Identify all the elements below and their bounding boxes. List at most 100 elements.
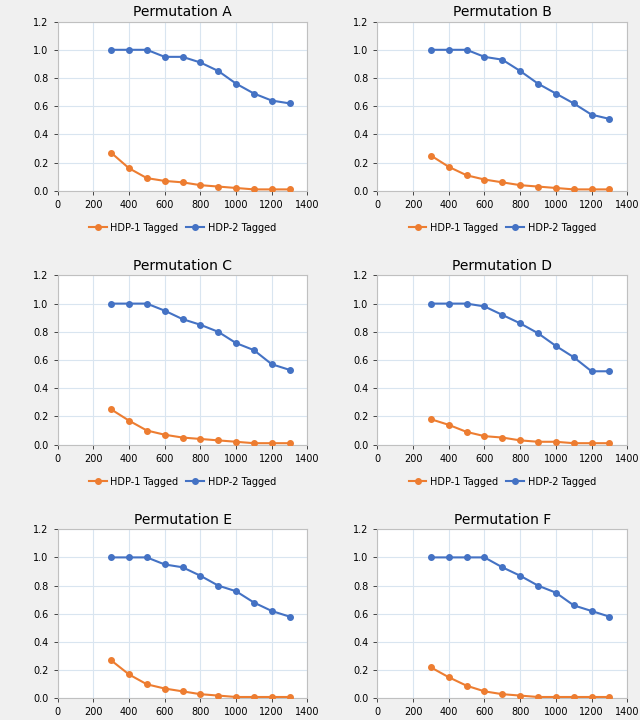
HDP-1 Tagged <box>285 693 293 701</box>
HDP-2 Tagged <box>108 553 115 562</box>
Title: Permutation C: Permutation C <box>133 259 232 273</box>
HDP-1 Tagged <box>552 438 559 446</box>
HDP-1 Tagged <box>143 426 150 435</box>
HDP-1 Tagged <box>214 691 222 700</box>
HDP-1 Tagged <box>534 182 542 191</box>
HDP-1 Tagged <box>516 691 524 700</box>
HDP-2 Tagged <box>588 367 595 376</box>
HDP-1 Tagged <box>481 175 488 184</box>
HDP-1 Tagged <box>285 439 293 448</box>
HDP-2 Tagged <box>161 53 168 61</box>
HDP-2 Tagged <box>445 45 452 54</box>
HDP-1 Tagged <box>427 415 435 423</box>
HDP-1 Tagged <box>463 428 470 436</box>
HDP-2 Tagged <box>232 79 240 88</box>
HDP-2 Tagged <box>516 67 524 76</box>
HDP-1 Tagged <box>214 436 222 445</box>
Line: HDP-1 Tagged: HDP-1 Tagged <box>108 150 292 192</box>
HDP-1 Tagged <box>534 693 542 701</box>
Legend: HDP-1 Tagged, HDP-2 Tagged: HDP-1 Tagged, HDP-2 Tagged <box>85 219 280 237</box>
HDP-2 Tagged <box>250 89 258 98</box>
HDP-1 Tagged <box>125 670 133 679</box>
Line: HDP-2 Tagged: HDP-2 Tagged <box>108 301 292 373</box>
HDP-1 Tagged <box>552 693 559 701</box>
HDP-1 Tagged <box>268 439 276 448</box>
HDP-2 Tagged <box>588 110 595 119</box>
HDP-2 Tagged <box>570 353 577 361</box>
HDP-2 Tagged <box>463 45 470 54</box>
HDP-2 Tagged <box>534 329 542 338</box>
HDP-1 Tagged <box>445 163 452 171</box>
HDP-1 Tagged <box>445 673 452 682</box>
HDP-2 Tagged <box>534 79 542 88</box>
HDP-1 Tagged <box>179 178 186 186</box>
HDP-1 Tagged <box>196 690 204 698</box>
Line: HDP-2 Tagged: HDP-2 Tagged <box>108 47 292 106</box>
HDP-1 Tagged <box>232 184 240 192</box>
HDP-1 Tagged <box>481 432 488 441</box>
HDP-2 Tagged <box>179 563 186 572</box>
HDP-2 Tagged <box>516 572 524 580</box>
HDP-1 Tagged <box>605 185 613 194</box>
HDP-2 Tagged <box>196 320 204 329</box>
HDP-1 Tagged <box>463 171 470 179</box>
HDP-1 Tagged <box>268 693 276 701</box>
HDP-1 Tagged <box>570 439 577 448</box>
Legend: HDP-1 Tagged, HDP-2 Tagged: HDP-1 Tagged, HDP-2 Tagged <box>85 473 280 490</box>
HDP-1 Tagged <box>125 416 133 425</box>
HDP-1 Tagged <box>605 693 613 701</box>
HDP-2 Tagged <box>481 302 488 311</box>
Line: HDP-1 Tagged: HDP-1 Tagged <box>108 407 292 446</box>
HDP-1 Tagged <box>250 693 258 701</box>
Title: Permutation A: Permutation A <box>133 5 232 19</box>
HDP-2 Tagged <box>570 99 577 108</box>
HDP-2 Tagged <box>481 53 488 61</box>
HDP-1 Tagged <box>499 178 506 186</box>
Title: Permutation F: Permutation F <box>454 513 551 526</box>
HDP-2 Tagged <box>179 315 186 323</box>
HDP-2 Tagged <box>161 560 168 569</box>
HDP-1 Tagged <box>588 693 595 701</box>
HDP-1 Tagged <box>250 185 258 194</box>
HDP-1 Tagged <box>285 185 293 194</box>
HDP-1 Tagged <box>268 185 276 194</box>
HDP-1 Tagged <box>588 439 595 448</box>
HDP-2 Tagged <box>552 588 559 597</box>
HDP-1 Tagged <box>427 663 435 672</box>
HDP-1 Tagged <box>570 693 577 701</box>
HDP-1 Tagged <box>588 185 595 194</box>
HDP-2 Tagged <box>143 300 150 308</box>
HDP-1 Tagged <box>161 431 168 439</box>
Line: HDP-1 Tagged: HDP-1 Tagged <box>428 153 612 192</box>
HDP-2 Tagged <box>427 553 435 562</box>
HDP-1 Tagged <box>499 433 506 442</box>
HDP-2 Tagged <box>588 607 595 616</box>
HDP-1 Tagged <box>196 435 204 444</box>
HDP-2 Tagged <box>534 581 542 590</box>
HDP-1 Tagged <box>108 405 115 414</box>
HDP-1 Tagged <box>108 656 115 665</box>
HDP-2 Tagged <box>125 45 133 54</box>
HDP-1 Tagged <box>445 420 452 429</box>
HDP-2 Tagged <box>445 553 452 562</box>
HDP-1 Tagged <box>125 164 133 173</box>
HDP-1 Tagged <box>161 684 168 693</box>
HDP-2 Tagged <box>108 300 115 308</box>
HDP-2 Tagged <box>214 67 222 76</box>
HDP-1 Tagged <box>463 681 470 690</box>
HDP-1 Tagged <box>570 185 577 194</box>
Title: Permutation B: Permutation B <box>453 5 552 19</box>
HDP-2 Tagged <box>516 319 524 328</box>
HDP-1 Tagged <box>232 693 240 701</box>
Title: Permutation D: Permutation D <box>452 259 552 273</box>
HDP-2 Tagged <box>605 612 613 621</box>
HDP-2 Tagged <box>143 45 150 54</box>
HDP-2 Tagged <box>250 346 258 354</box>
HDP-2 Tagged <box>481 553 488 562</box>
HDP-2 Tagged <box>499 563 506 572</box>
HDP-1 Tagged <box>250 439 258 448</box>
HDP-1 Tagged <box>179 687 186 696</box>
HDP-2 Tagged <box>196 58 204 67</box>
HDP-2 Tagged <box>463 300 470 308</box>
HDP-1 Tagged <box>108 148 115 157</box>
